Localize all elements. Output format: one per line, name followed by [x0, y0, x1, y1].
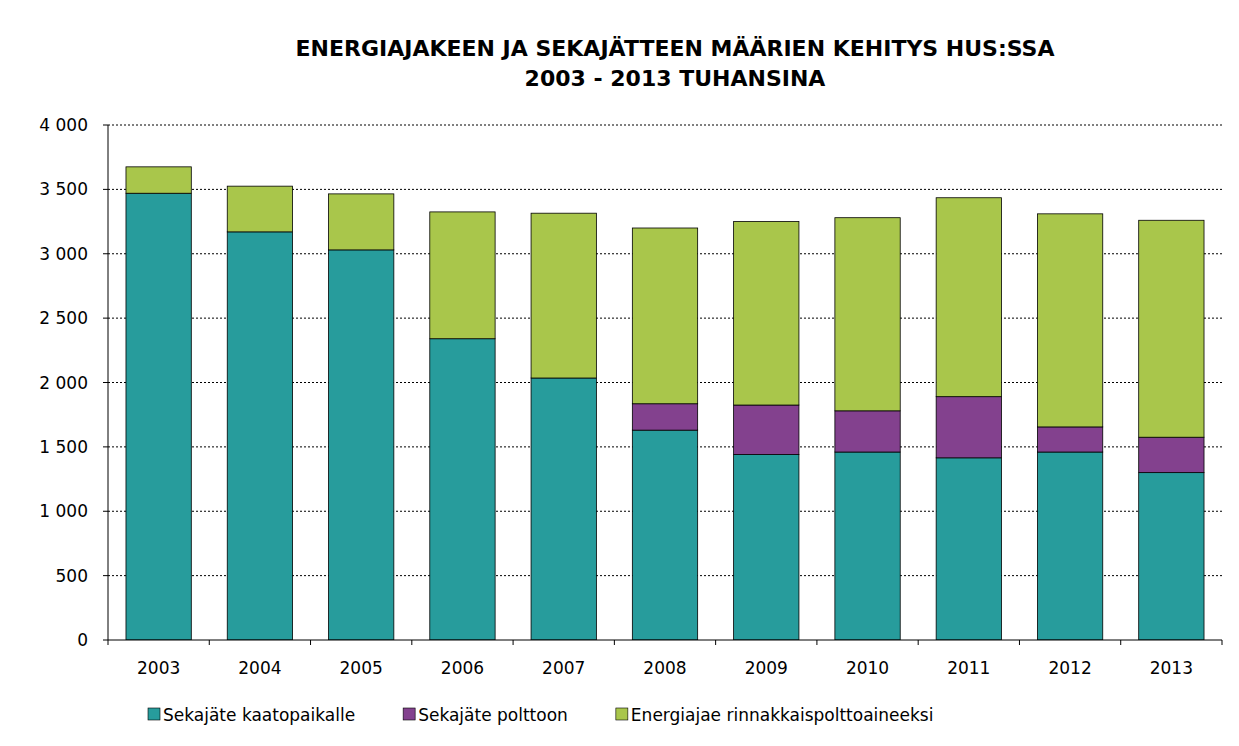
x-tick [310, 640, 311, 645]
bar-segment [1037, 452, 1102, 640]
x-tick-label: 2008 [643, 658, 686, 678]
x-tick [108, 640, 109, 645]
bar-segment [835, 218, 900, 411]
bar-segment [632, 404, 697, 430]
legend-label: Sekajäte kaatopaikalle [163, 705, 355, 725]
y-tick-label: 500 [56, 566, 88, 586]
bar-segment [734, 222, 799, 405]
bar-segment [936, 397, 1001, 458]
y-tick [103, 189, 108, 190]
bar-segment [329, 194, 394, 250]
bar-segment [329, 250, 394, 640]
legend-swatch [616, 708, 628, 720]
bar-segment [835, 411, 900, 452]
bar-segment [1139, 220, 1204, 437]
y-tick-label: 2 000 [39, 373, 88, 393]
bar-segment [1139, 437, 1204, 472]
bar-segment [734, 405, 799, 455]
y-tick-label: 0 [77, 630, 88, 650]
legend-label: Energiajae rinnakkaispolttoaineeksi [631, 705, 934, 725]
legend-swatch [403, 708, 415, 720]
legend-label: Sekajäte polttoon [418, 705, 568, 725]
x-tick-label: 2006 [441, 658, 484, 678]
chart-title: ENERGIAJAKEEN JA SEKAJÄTTEEN MÄÄRIEN KEH… [296, 36, 1055, 91]
chart-container: ENERGIAJAKEEN JA SEKAJÄTTEEN MÄÄRIEN KEH… [0, 0, 1239, 746]
title-line: ENERGIAJAKEEN JA SEKAJÄTTEEN MÄÄRIEN KEH… [296, 36, 1055, 61]
y-tick-label: 1 000 [39, 501, 88, 521]
x-tick-label: 2004 [238, 658, 281, 678]
y-tick [103, 125, 108, 126]
y-tick-label: 4 000 [39, 115, 88, 135]
bar-segment [632, 228, 697, 404]
y-tick-label: 2 500 [39, 308, 88, 328]
x-tick [816, 640, 817, 645]
chart-svg: ENERGIAJAKEEN JA SEKAJÄTTEEN MÄÄRIEN KEH… [0, 0, 1239, 746]
bar-segment [936, 198, 1001, 397]
bar-segment [227, 232, 292, 640]
y-tick [103, 640, 108, 641]
y-tick [103, 253, 108, 254]
y-axis [108, 125, 109, 640]
y-tick [103, 446, 108, 447]
x-tick-label: 2003 [137, 658, 180, 678]
bar-segment [1139, 473, 1204, 640]
x-tick [513, 640, 514, 645]
x-tick [715, 640, 716, 645]
x-tick-label: 2007 [542, 658, 585, 678]
x-tick-label: 2013 [1150, 658, 1193, 678]
bar-segment [835, 452, 900, 640]
x-tick-label: 2005 [340, 658, 383, 678]
x-tick [411, 640, 412, 645]
y-tick-label: 3 000 [39, 244, 88, 264]
y-tick [103, 575, 108, 576]
y-tick [103, 318, 108, 319]
bar-segment [531, 213, 596, 378]
bar-segment [734, 455, 799, 640]
grid-line [108, 125, 1222, 126]
y-tick [103, 382, 108, 383]
bar-segment [430, 212, 495, 339]
bar-segment [126, 193, 191, 640]
bar-segment [936, 458, 1001, 640]
legend: Sekajäte kaatopaikalle Sekajäte polttoon E… [148, 705, 933, 725]
title-line: 2003 - 2013 TUHANSINA [525, 66, 826, 91]
y-tick [103, 511, 108, 512]
x-tick-label: 2010 [846, 658, 889, 678]
bar-segment [227, 186, 292, 232]
x-tick [614, 640, 615, 645]
bar-segment [531, 378, 596, 640]
bar-segment [1037, 427, 1102, 452]
x-axis [108, 640, 1222, 641]
y-tick-label: 3 500 [39, 179, 88, 199]
bar-segment [126, 167, 191, 193]
x-tick-label: 2011 [947, 658, 990, 678]
bar-segment [632, 430, 697, 640]
bars [126, 167, 1204, 640]
x-tick [918, 640, 919, 645]
x-tick [209, 640, 210, 645]
bar-segment [430, 339, 495, 640]
x-tick-label: 2009 [745, 658, 788, 678]
x-tick [1019, 640, 1020, 645]
bar-segment [1037, 214, 1102, 427]
x-tick [1120, 640, 1121, 645]
x-tick-label: 2012 [1048, 658, 1091, 678]
x-tick [1222, 640, 1223, 645]
legend-swatch [148, 708, 160, 720]
y-tick-label: 1 500 [39, 437, 88, 457]
